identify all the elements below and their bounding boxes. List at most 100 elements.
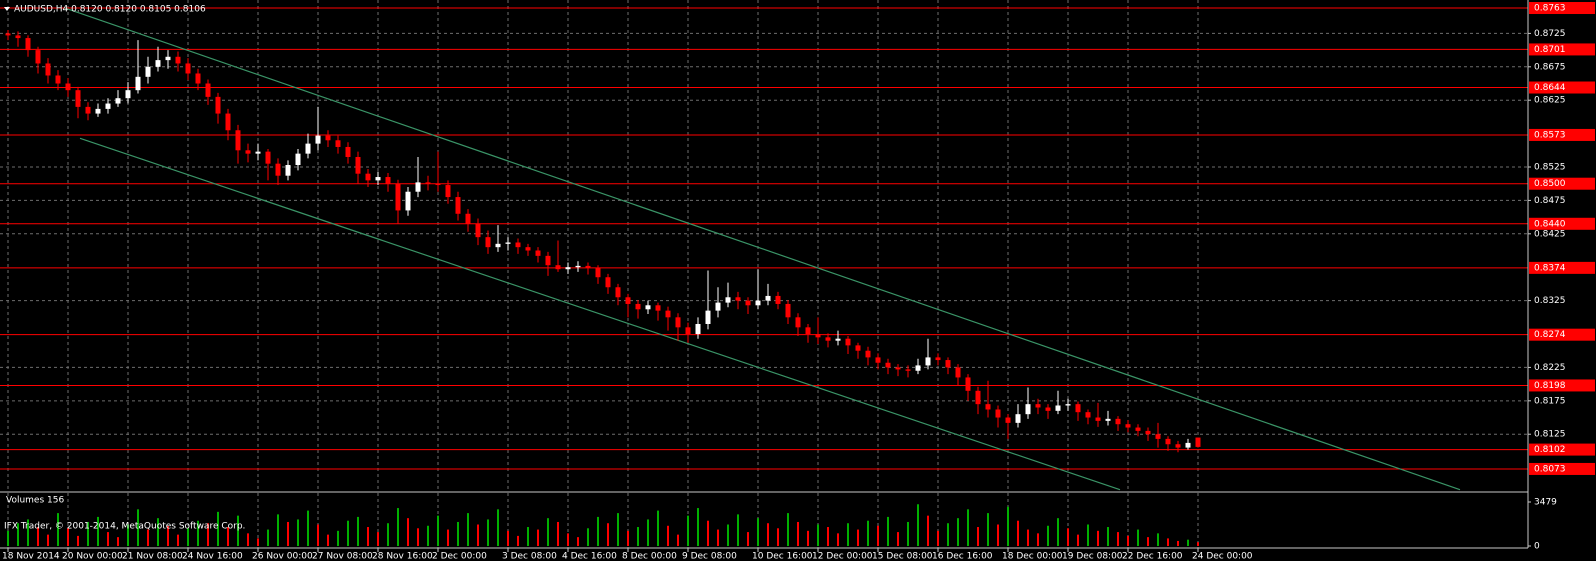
candle-body (885, 362, 891, 368)
level-label-box (1529, 43, 1595, 56)
x-tick-label: 9 Dec 08:00 (682, 552, 737, 561)
volume-bar (1067, 528, 1069, 546)
volume-bar (217, 511, 219, 546)
volume-bar (957, 518, 959, 546)
candle-body (235, 130, 241, 151)
candle-body (455, 197, 461, 214)
volume-bar (317, 524, 319, 546)
x-tick-label: 19 Dec 08:00 (1062, 552, 1123, 561)
volume-bar (697, 508, 699, 546)
candle-body (1195, 437, 1201, 447)
volume-bar (577, 537, 579, 546)
volume-bar (377, 532, 379, 546)
trendline (64, 7, 1461, 491)
volume-bar (307, 510, 309, 546)
copyright: IFX Trader, © 2001-2014, MetaQuotes Soft… (4, 522, 245, 532)
volume-bar (547, 518, 549, 546)
candle-body (945, 360, 951, 368)
volume-bar (57, 513, 59, 546)
volume-bar (117, 537, 119, 546)
volume-bar (527, 527, 529, 546)
volume-bar (97, 516, 99, 546)
volume-bar (287, 521, 289, 546)
volume-bar (267, 529, 269, 546)
level-label-box (1529, 2, 1595, 15)
candle-body (45, 63, 51, 76)
volume-bar (807, 530, 809, 546)
candle-body (175, 56, 181, 64)
volume-bar (497, 509, 499, 546)
volume-bar (947, 523, 949, 546)
volume-bar (1047, 525, 1049, 546)
x-tick-label: 20 Nov 00:00 (62, 552, 123, 561)
candle-body (105, 103, 111, 109)
volume-bar (1117, 532, 1119, 546)
candle-body (285, 165, 291, 176)
volume-bar (997, 524, 999, 546)
candle-body (615, 287, 621, 298)
volume-bar (17, 523, 19, 546)
levels (0, 7, 1528, 470)
volume-bar (627, 530, 629, 546)
candle-body (275, 163, 281, 176)
candle-body (1025, 404, 1031, 415)
y-tick-label: 0.8675 (1534, 62, 1566, 72)
volume-bar (867, 520, 869, 546)
menu-arrow[interactable] (4, 7, 10, 11)
volume-bar (177, 534, 179, 546)
candle-body (1105, 418, 1111, 421)
candle-body (1075, 404, 1081, 413)
volume-bar (1097, 530, 1099, 546)
volume-bar (407, 518, 409, 546)
candle-body (1035, 404, 1041, 408)
volume-bar (1127, 535, 1129, 546)
volume-bar (327, 534, 329, 546)
candle-body (655, 305, 661, 311)
volume-bar (637, 527, 639, 546)
candle-body (415, 182, 421, 192)
candle-body (1115, 418, 1121, 425)
candle-body (1155, 434, 1161, 439)
candle-body (815, 334, 821, 338)
volume-bar (517, 535, 519, 546)
x-tick-label: 4 Dec 16:00 (562, 552, 617, 561)
candle-body (1125, 424, 1131, 428)
candle-body (625, 297, 631, 304)
candle-body (805, 327, 811, 335)
volume-bar (37, 527, 39, 546)
candle-body (185, 63, 191, 74)
level-label: 0.8102 (1534, 445, 1566, 455)
volume-bar (567, 533, 569, 546)
volume-bar (227, 527, 229, 546)
candle-body (645, 305, 651, 310)
trendline (79, 137, 1121, 491)
x-tick-label: 18 Dec 00:00 (1002, 552, 1063, 561)
volume-bar (827, 527, 829, 546)
level-label: 0.8763 (1534, 4, 1566, 14)
level-label: 0.8073 (1534, 464, 1566, 474)
candle-body (215, 96, 221, 114)
volume-bar (1137, 529, 1139, 546)
candle-body (765, 295, 771, 301)
volume-bar (277, 514, 279, 546)
candle-body (55, 75, 61, 84)
candle-body (15, 35, 21, 39)
chart-header: AUDUSD,H4 0.8120 0.8120 0.8105 0.8106 (14, 5, 206, 15)
candle-body (1185, 442, 1191, 448)
candle-body (745, 300, 751, 306)
level-label-box (1529, 443, 1595, 456)
candle-body (835, 338, 841, 341)
volume-bar (767, 523, 769, 546)
level-label: 0.8573 (1534, 130, 1566, 140)
volume-bar (157, 518, 159, 546)
candle-body (535, 250, 541, 256)
volume-bar (1187, 539, 1189, 546)
candle-body (505, 242, 511, 244)
volume-bar (297, 519, 299, 546)
candle-body (825, 337, 831, 341)
volume-bar (47, 534, 49, 546)
volume-bar (617, 513, 619, 546)
